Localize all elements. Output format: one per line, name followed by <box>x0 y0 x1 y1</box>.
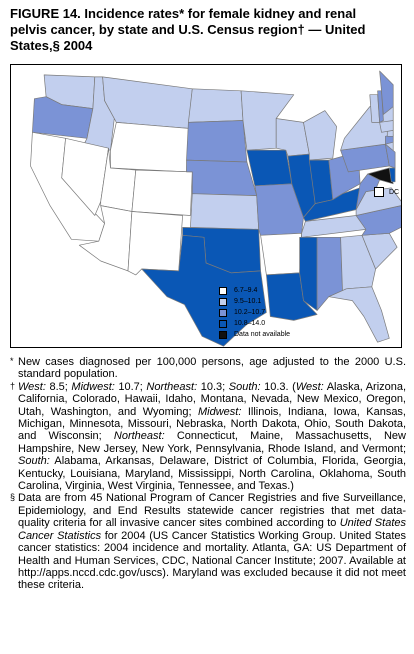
region-south-label: South: <box>228 380 261 393</box>
region-northeast-rate: 10.3; <box>200 380 226 393</box>
footnote-dagger: † West: 8.5; Midwest: 10.7; Northeast: 1… <box>10 381 406 493</box>
title-line-2: pelvis cancer, by state and U.S. Census … <box>10 22 366 37</box>
footnotes: * New cases diagnosed per 100,000 person… <box>10 356 406 592</box>
dc-inset: DC <box>374 187 399 197</box>
legend-label: 9.5–10.1 <box>234 298 262 305</box>
legend-swatch <box>219 319 227 328</box>
state-texas <box>141 234 267 347</box>
footnote-star-text: New cases diagnosed per 100,000 persons,… <box>18 356 406 381</box>
state-maryland <box>367 167 394 185</box>
footnote-mark: † <box>10 380 16 391</box>
footnote-section: § Data are from 45 National Program of C… <box>10 492 406 591</box>
legend-swatch <box>219 330 227 339</box>
footnote-star: * New cases diagnosed per 100,000 person… <box>10 356 406 381</box>
state-florida <box>328 286 390 343</box>
legend-item-not-available: Data not available <box>219 329 290 340</box>
footnote-section-text-b: for 2004 (US Cancer Statistics Working G… <box>18 529 406 592</box>
footnote-section-italic: United States Cancer Statistics <box>18 517 406 542</box>
region-south-rate: 10.3. ( <box>264 380 296 393</box>
legend-swatch <box>219 308 227 317</box>
legend-item-rate-10-8-14-0: 10.8–14.0 <box>219 318 290 329</box>
state-montana <box>102 76 193 129</box>
legend-label: 10.8–14.0 <box>234 320 266 327</box>
state-alabama <box>316 236 343 311</box>
legend-label: Data not available <box>234 331 291 338</box>
map-frame: DC 6.7–9.4 9.5–10.1 10.2–10.7 10.8–14.0 … <box>10 64 402 348</box>
dc-swatch <box>374 187 384 197</box>
dc-label: DC <box>389 188 400 196</box>
region-northeast-label: Northeast: <box>146 380 198 393</box>
state-south-dakota <box>186 120 248 163</box>
footnote-mark: * <box>10 356 14 366</box>
legend-swatch <box>219 286 227 295</box>
state-wyoming <box>110 122 189 173</box>
state-maine <box>379 70 394 115</box>
title-line-1: FIGURE 14. Incidence rates* for female k… <box>10 6 357 21</box>
us-map <box>30 70 401 347</box>
map-legend: 6.7–9.4 9.5–10.1 10.2–10.7 10.8–14.0 Dat… <box>219 285 290 340</box>
footnote-section-text-a: Data are from 45 National Program of Can… <box>18 492 406 530</box>
state-kentucky <box>303 187 361 222</box>
state-michigan <box>303 110 337 161</box>
legend-label: 6.7–9.4 <box>234 287 258 294</box>
legend-item-rate-9-5-10-1: 9.5–10.1 <box>219 296 290 307</box>
region-south-states: Alabama, Arkansas, Delaware, District of… <box>18 455 406 493</box>
state-nebraska <box>186 159 258 197</box>
legend-item-rate-6-7-9-4: 6.7–9.4 <box>219 285 290 296</box>
state-kansas <box>190 193 260 230</box>
footnote-mark: § <box>10 492 16 503</box>
state-new-jersey <box>385 143 396 169</box>
state-north-dakota <box>188 88 244 123</box>
region-midwest-label-2: Midwest: <box>197 405 242 418</box>
state-massachusetts <box>379 120 394 133</box>
region-west-states: Alaska, Arizona, California, Colorado, H… <box>18 380 407 418</box>
region-west-rate: 8.5; <box>49 380 68 393</box>
state-delaware <box>388 167 396 183</box>
region-midwest-label: Midwest: <box>71 380 115 393</box>
region-midwest-rate: 10.7; <box>118 380 143 393</box>
state-nevada <box>61 137 109 216</box>
state-mississippi <box>299 236 318 311</box>
state-new-mexico <box>127 211 183 276</box>
state-iowa <box>246 149 293 187</box>
region-northeast-states: Connecticut, Maine, Massachusetts, New H… <box>18 430 406 455</box>
title-line-3: States,§ 2004 <box>10 38 93 53</box>
state-arkansas <box>260 232 302 276</box>
legend-swatch <box>219 297 227 306</box>
figure-title: FIGURE 14. Incidence rates* for female k… <box>10 6 406 54</box>
region-northeast-label-2: Northeast: <box>113 430 165 443</box>
region-midwest-states: Illinois, Indiana, Iowa, Kansas, Michiga… <box>18 405 406 443</box>
region-south-label-2: South: <box>18 455 50 468</box>
legend-item-rate-10-2-10-7: 10.2–10.7 <box>219 307 290 318</box>
region-west-label: West: <box>18 380 46 393</box>
state-layer <box>30 70 401 347</box>
region-west-label-2: West: <box>295 380 324 393</box>
legend-label: 10.2–10.7 <box>234 309 266 316</box>
state-colorado <box>131 169 193 216</box>
